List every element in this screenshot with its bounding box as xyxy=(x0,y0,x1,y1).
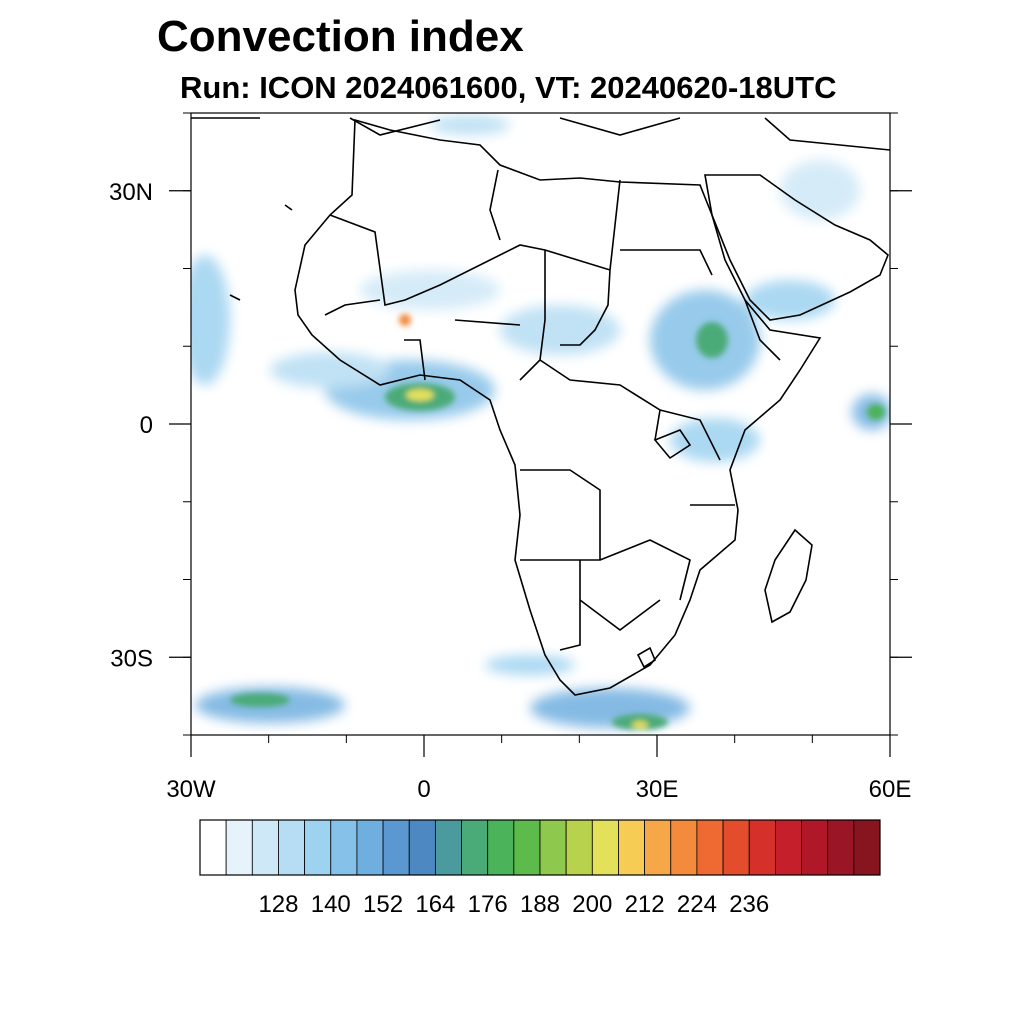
colorbar-swatch xyxy=(356,819,384,876)
africa-coastline xyxy=(294,118,822,696)
colorbar-swatch xyxy=(670,819,698,876)
colorbar-label: 200 xyxy=(572,891,612,918)
colorbar-swatch xyxy=(696,819,724,876)
colorbar-frame xyxy=(199,819,881,876)
lon-tick-label: 30W xyxy=(166,776,216,803)
chart-subtitle: Run: ICON 2024061600, VT: 20240620-18UTC xyxy=(180,70,837,105)
colorbar-swatch xyxy=(434,819,462,876)
colorbar-label: 176 xyxy=(468,891,508,918)
colorbar-swatch xyxy=(382,819,410,876)
colorbar-swatch xyxy=(565,819,593,876)
country-borders xyxy=(324,169,781,651)
lat-tick-label: 0 xyxy=(140,412,153,439)
colorbar-swatch xyxy=(748,819,776,876)
arabia-coastline xyxy=(704,174,889,321)
colorbar-swatch xyxy=(304,819,332,876)
colorbar-swatch xyxy=(774,819,802,876)
colorbar-swatch xyxy=(722,819,750,876)
colorbar-swatch xyxy=(330,819,358,876)
colorbar: 128 140 152 164 176 188 200 212 224 236 xyxy=(199,819,881,918)
colorbar-swatch xyxy=(644,819,672,876)
colorbar-label: 164 xyxy=(415,891,455,918)
colorbar-label: 212 xyxy=(625,891,665,918)
colorbar-swatch xyxy=(591,819,619,876)
lon-tick-label: 30E xyxy=(636,776,679,803)
colorbar-swatch xyxy=(853,819,881,876)
colorbar-label: 128 xyxy=(258,891,298,918)
colorbar-swatch xyxy=(487,819,515,876)
colorbar-swatch xyxy=(408,819,436,876)
convection-arabia xyxy=(745,280,835,320)
coastlines xyxy=(191,117,890,696)
colorbar-swatch xyxy=(251,819,279,876)
convection-east-africa xyxy=(670,418,760,462)
lon-tick-label: 0 xyxy=(417,776,430,803)
lat-tick-label: 30S xyxy=(110,645,153,672)
colorbar-label: 236 xyxy=(729,891,769,918)
lon-tick-label: 60E xyxy=(869,776,912,803)
colorbar-label: 152 xyxy=(363,891,403,918)
lesotho-border xyxy=(636,646,656,669)
convection-mediterranean xyxy=(430,115,510,135)
colorbar-label: 224 xyxy=(677,891,717,918)
colorbar-swatch xyxy=(461,819,489,876)
convection-atlantic-west xyxy=(191,255,230,385)
lat-tick-label: 30N xyxy=(109,179,153,206)
map-axes: 30W 0 30E 60E 30N 0 30S xyxy=(109,112,912,803)
colorbar-swatch xyxy=(801,819,829,876)
lake-victoria xyxy=(653,429,692,460)
madagascar-coastline xyxy=(764,528,813,624)
europe-coastline xyxy=(191,117,890,151)
atlantic-islands xyxy=(229,204,293,301)
colorbar-label: 188 xyxy=(520,891,560,918)
colorbar-swatch xyxy=(513,819,541,876)
chart-title: Convection index xyxy=(157,12,524,61)
colorbar-swatch xyxy=(278,819,306,876)
convection-central-africa xyxy=(500,305,620,355)
colorbar-swatch xyxy=(618,819,646,876)
colorbar-label: 140 xyxy=(311,891,351,918)
colorbar-swatch xyxy=(539,819,567,876)
colorbar-swatch xyxy=(225,819,253,876)
colorbar-swatch xyxy=(199,819,227,876)
colorbar-swatch xyxy=(827,819,855,876)
